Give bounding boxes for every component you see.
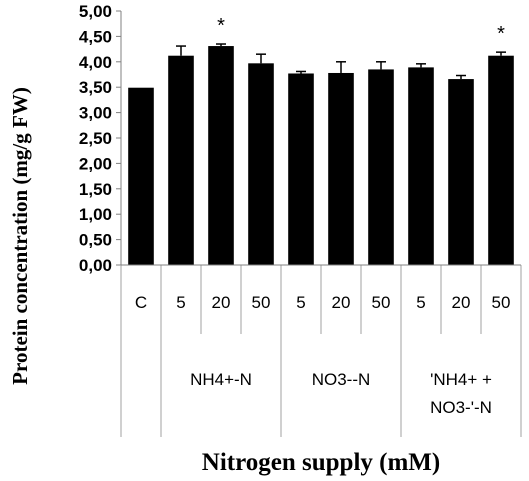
- category-label: 50: [372, 293, 391, 312]
- group-label: NO3-'-N: [430, 398, 492, 417]
- bar: [128, 87, 154, 265]
- y-tick-label: 1,50: [79, 180, 112, 199]
- bar: [328, 72, 354, 265]
- y-tick-label: 1,00: [79, 205, 112, 224]
- bar: [208, 46, 234, 265]
- y-tick-label: 4,00: [79, 53, 112, 72]
- category-label: 20: [332, 293, 351, 312]
- x-axis-title: Nitrogen supply (mM): [202, 449, 440, 476]
- significance-marker: *: [497, 23, 505, 45]
- category-label: 5: [176, 293, 185, 312]
- y-tick-label: 4,50: [79, 27, 112, 46]
- category-label: C: [135, 293, 147, 312]
- y-tick-label: 3,50: [79, 78, 112, 97]
- category-label: 5: [416, 293, 425, 312]
- y-tick-label: 5,00: [79, 2, 112, 21]
- group-label: NO3--N: [312, 370, 371, 389]
- group-label: NH4+-N: [190, 370, 252, 389]
- y-tick-label: 0,00: [79, 256, 112, 275]
- bar: [448, 79, 474, 266]
- bar: [168, 55, 194, 266]
- bar: [248, 63, 274, 265]
- category-label: 5: [296, 293, 305, 312]
- category-label: 50: [492, 293, 511, 312]
- y-axis-title: Protein concentration (mg/g FW): [8, 87, 32, 385]
- bar: [288, 73, 314, 265]
- category-label: 20: [452, 293, 471, 312]
- category-label: 50: [252, 293, 271, 312]
- significance-marker: *: [217, 15, 225, 37]
- y-tick-label: 3,00: [79, 104, 112, 123]
- category-label: 20: [212, 293, 231, 312]
- y-tick-label: 2,00: [79, 154, 112, 173]
- y-tick-label: 2,50: [79, 129, 112, 148]
- y-tick-label: 0,50: [79, 231, 112, 250]
- group-label: 'NH4+ +: [430, 370, 492, 389]
- bar: [488, 55, 514, 266]
- bar: [368, 69, 394, 265]
- bar: [408, 67, 434, 265]
